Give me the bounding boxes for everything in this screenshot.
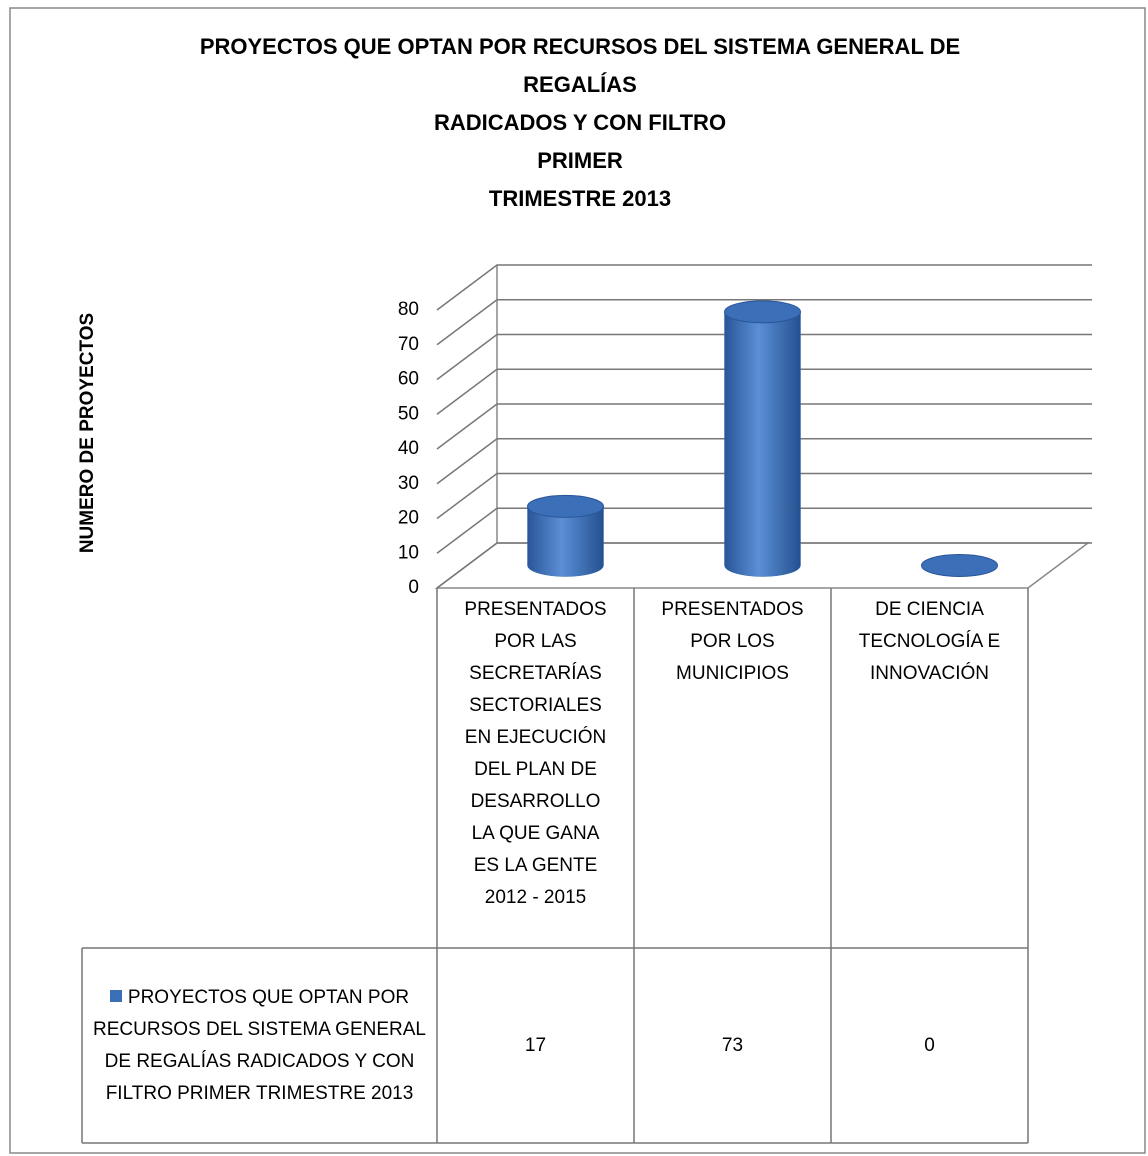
y-tick-label: 30	[398, 473, 419, 494]
grid-line	[436, 299, 1092, 346]
bar-top	[724, 300, 801, 324]
y-tick-label: 40	[398, 438, 419, 459]
grid-line	[436, 264, 1092, 311]
grid-line	[436, 438, 1092, 485]
table-lines	[81, 588, 1029, 1144]
table-value: 0	[924, 1034, 935, 1056]
chart-title: TRIMESTRE 2013	[489, 186, 671, 211]
chart-title: REGALÍAS	[523, 72, 637, 97]
y-tick-label: 50	[398, 403, 419, 424]
grid-line	[436, 368, 1092, 415]
chart-border	[9, 7, 1146, 1154]
y-tick-label: 10	[398, 542, 419, 563]
grid-line	[436, 333, 1092, 381]
bar-top	[921, 554, 998, 577]
bar-top	[527, 494, 604, 518]
y-tick-label: 0	[408, 577, 419, 598]
chart-title: RADICADOS Y CON FILTRO	[434, 110, 726, 135]
legend-label: PROYECTOS QUE OPTAN POR RECURSOS DEL SIS…	[93, 986, 426, 1104]
y-tick-label: 20	[398, 508, 419, 529]
category-label: PRESENTADOS POR LAS SECRETARÍAS SECTORIA…	[464, 599, 607, 908]
y-tick-label: 80	[398, 299, 419, 320]
data-table-grid	[81, 588, 1029, 1144]
category-label: PRESENTADOS POR LOS MUNICIPIOS	[661, 599, 804, 684]
y-tick-label: 70	[398, 334, 419, 355]
grid-line	[436, 472, 1092, 520]
grid-line	[436, 403, 1092, 450]
grid-line	[436, 507, 1092, 554]
chart-title: PRIMER	[537, 148, 623, 173]
legend-entry: PROYECTOS QUE OPTAN POR RECURSOS DEL SIS…	[92, 982, 427, 1110]
legend-swatch	[109, 989, 122, 1002]
bar	[724, 311, 801, 577]
table-value: 17	[524, 1034, 547, 1056]
legend-cell: PROYECTOS QUE OPTAN POR RECURSOS DEL SIS…	[82, 948, 437, 1143]
table-value: 73	[721, 1034, 744, 1056]
y-axis-label: NUMERO DE PROYECTOS	[77, 313, 98, 553]
category-label: DE CIENCIA TECNOLOGÍA E INNOVACIÓN	[858, 599, 1001, 684]
y-tick-label: 60	[398, 369, 419, 390]
chart-title: PROYECTOS QUE OPTAN POR RECURSOS DEL SIS…	[200, 34, 960, 59]
bar	[527, 506, 604, 577]
grid-line	[436, 542, 1092, 589]
